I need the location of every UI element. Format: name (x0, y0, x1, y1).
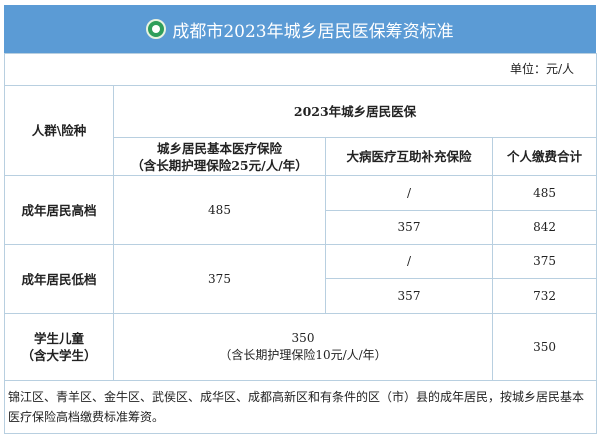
student-value: 350 （含长期护理保险10元/人/年） (113, 313, 493, 381)
total-value: 375 (491, 244, 598, 279)
critical-value: 357 (325, 210, 493, 245)
critical-value: / (325, 244, 493, 279)
student-label: 学生儿童 (33, 331, 84, 346)
group-column-header: 人群\险种 (4, 85, 114, 176)
funding-standard-table: 成都市2023年城乡居民医保筹资标准 单位：元/人 人群\险种 2023年城乡居… (3, 5, 598, 434)
total-value: 485 (491, 175, 598, 211)
group-student: 学生儿童 （含大学生） (4, 313, 114, 381)
unit-label: 单位：元/人 (3, 53, 598, 86)
top-header: 2023年城乡居民医保 (112, 85, 598, 138)
total-header: 个人缴费合计 (491, 137, 598, 176)
group-high: 成年居民高档 (4, 175, 114, 245)
basic-value: 485 (113, 175, 326, 245)
student-amount-note: （含长期护理保险10元/人/年） (219, 348, 387, 362)
basic-insurance-header: 城乡居民基本医疗保险 （含长期护理保险25元/人/年） (113, 137, 326, 176)
total-value: 842 (491, 210, 598, 245)
total-value: 732 (491, 278, 598, 314)
group-low: 成年居民低档 (4, 244, 114, 314)
critical-value: / (325, 175, 493, 211)
basic-value: 375 (113, 244, 326, 314)
title-bar: 成都市2023年城乡居民医保筹资标准 (4, 5, 596, 53)
page-title: 成都市2023年城乡居民医保筹资标准 (172, 21, 454, 42)
basic-insurance-title: 城乡居民基本医疗保险 (156, 140, 282, 156)
basic-insurance-subtitle: （含长期护理保险25元/人/年） (131, 157, 308, 173)
student-sublabel: （含大学生） (21, 348, 97, 363)
total-value: 350 (491, 313, 598, 381)
footnote: 锦江区、青羊区、金牛区、武侯区、成华区、成都高新区和有条件的区（市）县的成年居民… (3, 380, 598, 434)
critical-illness-header: 大病医疗互助补充保险 (325, 137, 493, 176)
critical-value: 357 (325, 278, 493, 314)
medical-insurance-logo-icon (146, 19, 167, 39)
student-amount: 350 (291, 331, 315, 345)
